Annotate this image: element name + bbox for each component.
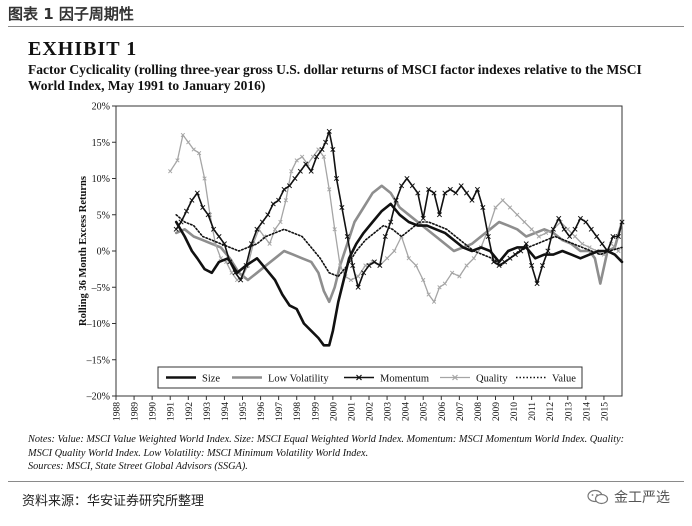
series-point-momentum — [405, 176, 409, 180]
x-tick-label: 1994 — [221, 402, 231, 421]
series-point-momentum — [454, 191, 458, 195]
x-tick-label: 2004 — [402, 402, 412, 421]
x-tick-label: 1999 — [311, 402, 321, 421]
x-tick-label: 2008 — [474, 402, 484, 421]
series-point-momentum — [589, 227, 593, 231]
y-axis-label: Rolling 36 Month Excess Returns — [78, 176, 89, 326]
legend-label: Value — [552, 373, 576, 384]
series-point-quality — [168, 169, 172, 173]
series-point-quality — [472, 256, 476, 260]
series-line-momentum — [176, 131, 622, 287]
notes-sources: Sources: MSCI, State Street Global Advis… — [28, 460, 668, 474]
y-tick-label: 15% — [92, 138, 110, 149]
legend-label: Quality — [476, 373, 508, 384]
series-point-quality — [566, 227, 570, 231]
y-tick-label: –5% — [91, 283, 110, 294]
legend-label: Momentum — [380, 373, 429, 384]
y-tick-label: –15% — [86, 355, 110, 366]
series-point-momentum — [464, 191, 468, 195]
x-tick-label: 2010 — [510, 402, 520, 421]
wechat-icon — [587, 489, 609, 505]
x-tick-label: 1998 — [293, 402, 303, 421]
series-point-quality — [186, 140, 190, 144]
bottom-divider — [8, 481, 684, 482]
x-tick-label: 2003 — [384, 402, 394, 421]
y-tick-label: 10% — [92, 174, 110, 185]
series-point-momentum — [600, 242, 604, 246]
x-tick-label: 2015 — [600, 402, 610, 421]
series-point-quality — [501, 198, 505, 202]
series-line-low-volatility — [176, 186, 622, 302]
x-tick-label: 1992 — [185, 402, 195, 421]
x-tick-label: 1993 — [203, 402, 213, 421]
x-tick-label: 1991 — [167, 402, 177, 421]
x-tick-label: 2007 — [456, 402, 466, 421]
x-tick-label: 2006 — [438, 402, 448, 421]
x-tick-label: 2011 — [528, 402, 538, 421]
series-point-momentum — [448, 187, 452, 191]
notes-line-1: Notes: Value: MSCI Value Weighted World … — [28, 433, 668, 447]
brand-watermark: 金工严选 — [587, 487, 670, 507]
y-tick-label: 0% — [97, 247, 110, 258]
series-point-momentum — [298, 169, 302, 173]
series-point-quality — [465, 264, 469, 268]
x-tick-label: 2014 — [582, 402, 592, 421]
series-point-momentum — [293, 176, 297, 180]
legend-label: Low Volatility — [268, 373, 329, 384]
x-tick-label: 1989 — [131, 402, 141, 421]
series-point-quality — [530, 227, 534, 231]
series-point-quality — [192, 148, 196, 152]
series-point-momentum — [584, 220, 588, 224]
legend-label: Size — [202, 373, 220, 384]
x-tick-label: 2000 — [329, 402, 339, 421]
series-point-momentum — [508, 256, 512, 260]
series-point-momentum — [260, 220, 264, 224]
series-point-quality — [573, 235, 577, 239]
x-tick-label: 1997 — [275, 402, 285, 421]
series-point-momentum — [459, 184, 463, 188]
x-tick-label: 1996 — [257, 402, 267, 421]
y-tick-label: 20% — [92, 102, 110, 113]
series-point-momentum — [567, 234, 571, 238]
series-point-quality — [235, 278, 239, 282]
series-point-quality — [317, 148, 321, 152]
y-tick-label: 5% — [97, 210, 110, 221]
x-tick-label: 2009 — [492, 402, 502, 421]
series-point-momentum — [595, 234, 599, 238]
x-tick-label: 2001 — [347, 402, 357, 421]
x-tick-label: 1995 — [239, 402, 249, 421]
chart-notes: Notes: Value: MSCI Value Weighted World … — [28, 433, 668, 474]
notes-line-2: MSCI Quality World Index. Low Volatility… — [28, 447, 668, 461]
series-point-quality — [523, 220, 527, 224]
series-point-quality — [385, 256, 389, 260]
y-tick-label: –20% — [86, 392, 110, 403]
series-point-momentum — [410, 184, 414, 188]
source-text: 资料来源：华安证券研究所整理 — [22, 490, 204, 509]
x-tick-label: 1990 — [149, 402, 159, 421]
x-tick-label: 2013 — [564, 402, 574, 421]
brand-name: 金工严选 — [614, 487, 670, 507]
y-tick-label: –10% — [86, 319, 110, 330]
series-point-quality — [617, 249, 621, 253]
series-point-momentum — [174, 227, 178, 231]
x-tick-label: 2005 — [420, 402, 430, 421]
series-point-quality — [443, 282, 447, 286]
series-point-quality — [311, 155, 315, 159]
x-tick-label: 2012 — [546, 402, 556, 421]
x-tick-label: 2002 — [366, 402, 376, 421]
series-point-momentum — [217, 234, 221, 238]
series-point-quality — [300, 155, 304, 159]
series-point-quality — [515, 213, 519, 217]
x-tick-label: 1988 — [113, 402, 123, 421]
series-point-quality — [508, 206, 512, 210]
